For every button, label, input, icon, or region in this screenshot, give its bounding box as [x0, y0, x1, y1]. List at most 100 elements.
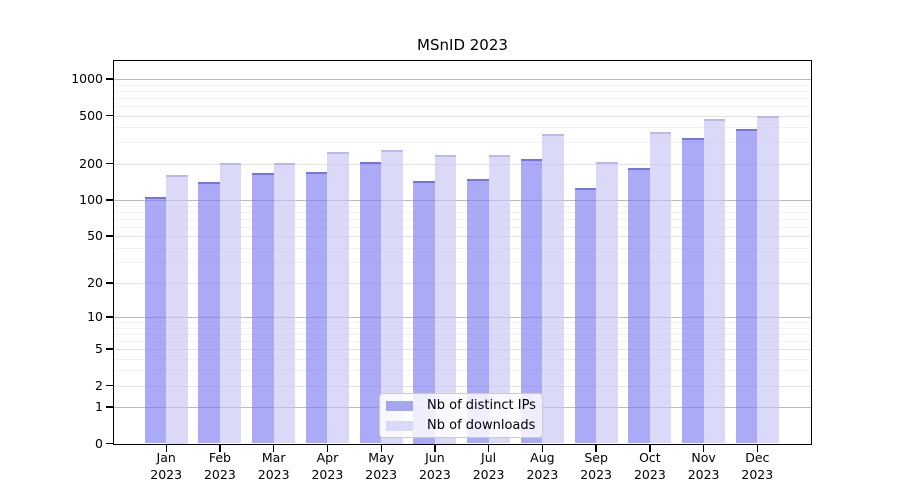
month-label: Sep — [584, 450, 608, 465]
y-tick-500 — [106, 114, 113, 117]
bar-nb-of-distinct-ips-sep — [574, 187, 597, 444]
bar-nb-of-distinct-ips-jun — [413, 180, 435, 444]
y-tick-200 — [106, 163, 113, 165]
bar-nb-of-distinct-ips-jul — [467, 178, 489, 444]
minor-gridline-6 — [114, 340, 811, 342]
legend-swatch-nb-of-downloads — [386, 420, 413, 431]
x-tick-label-feb: Feb 2023 — [188, 450, 252, 483]
legend-entry-nb-of-distinct-ips: Nb of distinct IPs — [386, 397, 536, 414]
x-tick-label-jul: Jul 2023 — [457, 450, 521, 483]
bar-nb-of-downloads-jan — [166, 175, 188, 444]
bar-nb-of-distinct-ips-nov — [682, 137, 704, 444]
minor-gridline-800 — [114, 90, 811, 92]
x-tick-nov — [702, 445, 705, 452]
bar-nb-of-distinct-ips-mar — [252, 172, 274, 444]
y-tick-label-100: 100 — [79, 192, 103, 207]
y-tick-20 — [106, 282, 113, 284]
bar-nb-of-downloads-feb — [219, 163, 242, 444]
minor-gridline-700 — [114, 97, 811, 99]
x-tick-dec — [756, 445, 758, 452]
x-tick-label-aug: Aug 2023 — [510, 450, 574, 483]
year-label: 2023 — [580, 466, 612, 482]
bar-nb-of-downloads-sep — [596, 162, 618, 444]
y-tick-1000 — [106, 78, 113, 80]
month-label: Aug — [530, 450, 555, 465]
bar-nb-of-downloads-mar — [273, 163, 296, 444]
minor-gridline-3 — [114, 370, 811, 372]
year-label: 2023 — [311, 466, 344, 482]
x-tick-mar — [273, 445, 275, 452]
year-label: 2023 — [472, 466, 505, 482]
year-label: 2023 — [418, 466, 451, 482]
bar-nb-of-downloads-nov — [703, 118, 726, 444]
year-label: 2023 — [741, 466, 774, 482]
gridline-20 — [114, 282, 811, 284]
y-tick-0 — [106, 442, 113, 445]
minor-gridline-9 — [114, 322, 811, 323]
x-tick-jul — [487, 445, 490, 452]
y-tick-label-2: 2 — [95, 377, 103, 393]
gridline-1000 — [114, 78, 811, 80]
bar-nb-of-downloads-dec — [757, 115, 779, 444]
year-label: 2023 — [257, 466, 290, 482]
y-tick-label-500: 500 — [79, 107, 103, 123]
bar-nb-of-distinct-ips-jan — [144, 197, 167, 444]
y-tick-label-5: 5 — [95, 341, 103, 356]
y-tick-2 — [106, 384, 113, 387]
year-label: 2023 — [633, 466, 666, 482]
x-tick-jan — [165, 445, 167, 452]
gridline-10 — [114, 317, 811, 318]
gridline-200 — [114, 163, 811, 165]
x-tick-label-sep: Sep 2023 — [564, 450, 628, 483]
minor-gridline-7 — [114, 333, 811, 335]
legend-label-nb-of-distinct-ips: Nb of distinct IPs — [427, 398, 536, 413]
chart-title: MSnID 2023 — [417, 36, 508, 54]
year-label: 2023 — [150, 466, 183, 482]
year-label: 2023 — [365, 466, 398, 482]
y-tick-label-50: 50 — [87, 228, 103, 243]
bar-nb-of-downloads-jul — [488, 154, 511, 444]
month-label: Dec — [745, 450, 770, 465]
month-label: Feb — [208, 450, 231, 465]
bar-nb-of-distinct-ips-aug — [520, 158, 543, 444]
bar-nb-of-downloads-apr — [327, 151, 349, 444]
minor-gridline-60 — [114, 226, 811, 228]
minor-gridline-300 — [114, 142, 811, 144]
minor-gridline-70 — [114, 218, 811, 220]
x-tick-oct — [649, 445, 651, 452]
year-label: 2023 — [203, 466, 236, 482]
y-tick-5 — [106, 348, 113, 350]
bar-nb-of-downloads-aug — [542, 133, 564, 444]
x-tick-aug — [541, 445, 544, 452]
month-label: Oct — [639, 450, 661, 465]
minor-gridline-80 — [114, 211, 811, 213]
gridline-2 — [114, 385, 811, 387]
minor-gridline-30 — [114, 262, 811, 264]
x-tick-label-oct: Oct 2023 — [618, 450, 682, 483]
legend: Nb of distinct IPs Nb of downloads — [379, 393, 543, 438]
gridline-5 — [114, 349, 811, 350]
x-tick-label-jan: Jan 2023 — [134, 450, 198, 483]
x-tick-feb — [219, 445, 221, 452]
bar-nb-of-distinct-ips-may — [359, 161, 382, 444]
bar-nb-of-downloads-jun — [434, 155, 457, 444]
x-tick-jun — [434, 445, 436, 452]
year-label: 2023 — [526, 466, 559, 482]
legend-label-nb-of-downloads: Nb of downloads — [427, 418, 536, 433]
month-label: Jun — [425, 450, 445, 465]
legend-swatch-nb-of-distinct-ips — [386, 400, 413, 411]
bar-nb-of-downloads-may — [381, 149, 403, 444]
y-tick-label-200: 200 — [79, 155, 103, 171]
gridline-50 — [114, 236, 811, 237]
month-label: Jul — [481, 450, 497, 465]
y-tick-label-1: 1 — [95, 398, 103, 414]
x-tick-may — [380, 445, 382, 452]
x-tick-label-dec: Dec 2023 — [725, 450, 789, 483]
y-tick-10 — [106, 316, 113, 318]
y-tick-label-10: 10 — [87, 309, 103, 324]
y-tick-50 — [106, 235, 113, 237]
minor-gridline-900 — [114, 84, 811, 86]
bar-nb-of-distinct-ips-feb — [198, 181, 220, 444]
legend-entry-nb-of-downloads: Nb of downloads — [386, 417, 536, 434]
